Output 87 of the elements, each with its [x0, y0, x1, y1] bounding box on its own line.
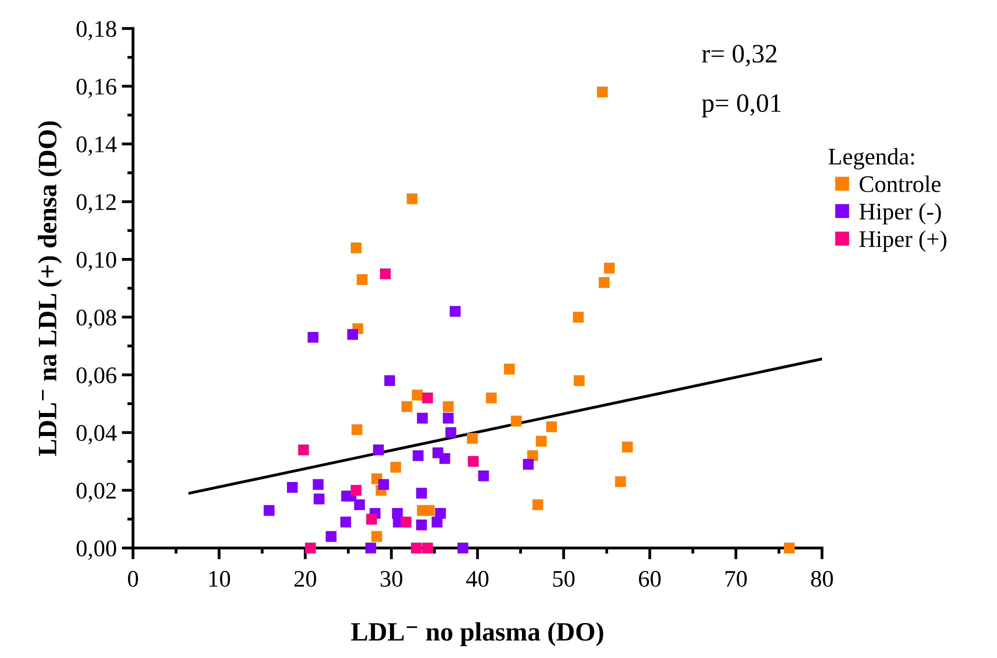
- point: [384, 375, 396, 386]
- legend-label: Hiper (+): [859, 230, 946, 252]
- point: [574, 375, 585, 386]
- point: [410, 542, 422, 554]
- point: [450, 306, 460, 317]
- point: [468, 456, 479, 467]
- point: [416, 520, 427, 530]
- point: [286, 482, 298, 493]
- point: [402, 401, 412, 412]
- point: [326, 531, 336, 542]
- point: [536, 436, 547, 447]
- point: [380, 268, 391, 280]
- point: [466, 432, 478, 444]
- point: [390, 462, 402, 473]
- point: [356, 274, 368, 285]
- x-tick-label: 80: [811, 570, 833, 587]
- point: [264, 505, 274, 516]
- point: [373, 444, 384, 456]
- legend-title: Legenda:: [828, 148, 914, 170]
- y-tick-label: 0,00: [76, 540, 116, 560]
- point: [504, 364, 515, 374]
- point: [422, 542, 433, 554]
- point: [622, 442, 633, 452]
- point: [445, 427, 456, 438]
- x-axis-title: LDL⁻ no plasma (DO): [351, 622, 604, 646]
- point: [406, 193, 418, 204]
- x-tick-label: 30: [380, 570, 402, 587]
- point: [486, 392, 497, 404]
- point: [417, 412, 428, 424]
- point: [442, 412, 454, 424]
- y-tick-label: 0,14: [76, 136, 117, 156]
- legend-label: Hiper (-): [859, 202, 941, 224]
- point: [597, 86, 608, 98]
- y-tick-label: 0,02: [76, 482, 116, 502]
- y-tick-label: 0,10: [76, 252, 116, 272]
- y-tick-label: 0,16: [76, 78, 116, 98]
- annotation: r= 0,32: [702, 44, 776, 66]
- point: [314, 494, 324, 504]
- point: [350, 484, 362, 496]
- point: [298, 444, 309, 456]
- point: [604, 262, 615, 274]
- y-tick-label: 0,04: [76, 425, 117, 444]
- point: [352, 424, 362, 436]
- point: [546, 421, 557, 432]
- point: [784, 542, 795, 554]
- y-tick-label: 0,08: [76, 310, 116, 329]
- point: [532, 499, 544, 510]
- annotation: p= 0,01: [702, 94, 781, 118]
- x-tick-label: 20: [294, 570, 316, 587]
- y-tick-label: 0,18: [76, 20, 116, 40]
- point: [350, 242, 362, 254]
- point: [432, 516, 442, 528]
- x-tick-label: 50: [553, 570, 575, 587]
- point: [412, 390, 423, 400]
- point: [442, 401, 454, 412]
- point: [378, 479, 390, 490]
- legend-label: Controle: [860, 176, 941, 192]
- x-tick-label: 40: [466, 570, 488, 587]
- point: [598, 277, 610, 288]
- y-tick-label: 0,12: [76, 194, 116, 214]
- point: [305, 542, 316, 554]
- point: [439, 453, 450, 464]
- point: [422, 392, 433, 404]
- point: [340, 516, 352, 528]
- point: [457, 542, 468, 554]
- point: [416, 488, 427, 499]
- x-tick-label: 0: [128, 570, 138, 587]
- point: [615, 476, 626, 487]
- y-tick-label: 0,06: [76, 367, 116, 387]
- x-tick-label: 10: [209, 570, 230, 587]
- x-tick-label: 60: [638, 570, 661, 587]
- y-axis-title: LDL⁻ na LDL (+) densa (DO): [38, 121, 62, 456]
- point: [347, 329, 358, 340]
- point: [308, 332, 318, 343]
- point: [412, 450, 424, 462]
- point: [400, 516, 412, 528]
- point: [354, 499, 365, 510]
- point: [366, 514, 377, 525]
- point: [424, 505, 435, 516]
- point: [312, 479, 324, 490]
- point: [371, 531, 382, 542]
- point: [572, 312, 584, 322]
- point: [510, 416, 522, 426]
- point: [478, 470, 489, 482]
- point: [365, 542, 376, 554]
- x-tick-label: 70: [726, 570, 747, 587]
- point: [522, 458, 534, 470]
